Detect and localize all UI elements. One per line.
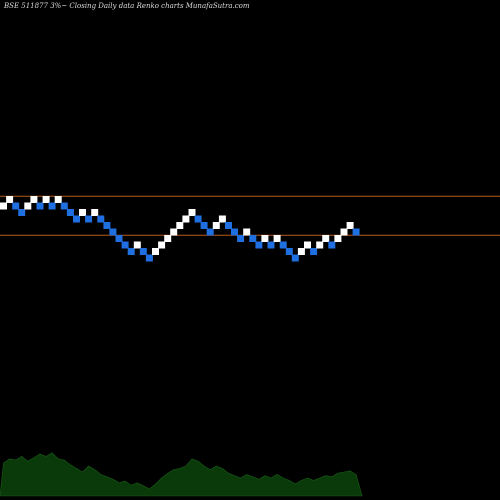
renko-brick-up [158, 241, 166, 249]
renko-brick-down [103, 222, 111, 229]
renko-brick-down [352, 228, 360, 236]
renko-brick-down [66, 209, 74, 216]
renko-brick-up [164, 235, 172, 242]
renko-brick-up [79, 209, 86, 216]
renko-brick-up [304, 241, 311, 249]
renko-brick-up [218, 215, 226, 223]
renko-brick-down [249, 235, 257, 242]
renko-brick-down [36, 202, 44, 210]
renko-brick-down [237, 235, 245, 242]
renko-brick-up [24, 202, 32, 210]
renko-brick-up [188, 209, 196, 216]
renko-brick-up [42, 196, 50, 203]
volume-panel [0, 452, 363, 497]
renko-brick-up [6, 196, 14, 203]
renko-brick-down [48, 202, 56, 210]
renko-brick-up [212, 222, 220, 229]
renko-brick-down [12, 202, 20, 210]
chart-title: BSE 511877 3%~ Closing Daily data Renko … [4, 2, 250, 10]
renko-brick-down [145, 254, 153, 262]
renko-brick-down [279, 241, 287, 249]
renko-brick-down [85, 215, 93, 223]
renko-brick-up [54, 196, 62, 203]
renko-brick-down [60, 202, 68, 210]
renko-brick-up [170, 228, 178, 236]
renko-brick-up [346, 222, 354, 229]
renko-brick-down [206, 228, 214, 236]
renko-brick-down [200, 222, 208, 229]
volume-area [0, 452, 363, 497]
renko-brick-down [310, 248, 318, 255]
renko-brick-up [261, 235, 269, 242]
renko-brick-down [127, 248, 135, 255]
renko-brick-up [182, 215, 190, 223]
renko-brick-down [194, 215, 202, 223]
renko-brick-up [176, 222, 184, 229]
renko-brick-up [243, 228, 251, 236]
renko-brick-down [109, 228, 117, 236]
renko-brick-down [225, 222, 232, 229]
renko-brick-down [115, 235, 123, 242]
renko-brick-down [139, 248, 147, 255]
renko-brick-up [322, 235, 330, 242]
renko-brick-down [285, 248, 293, 255]
renko-brick-up [297, 248, 305, 255]
renko-brick-up [340, 228, 348, 236]
renko-bricks [0, 196, 360, 262]
renko-brick-up [133, 241, 141, 249]
renko-brick-up [273, 235, 281, 242]
renko-brick-up [91, 209, 99, 216]
renko-brick-down [328, 241, 336, 249]
renko-brick-down [291, 254, 299, 262]
renko-brick-up [30, 196, 38, 203]
renko-brick-down [97, 215, 105, 223]
renko-brick-down [18, 209, 26, 216]
renko-brick-up [0, 202, 7, 210]
renko-brick-down [267, 241, 275, 249]
renko-brick-up [334, 235, 342, 242]
renko-brick-down [255, 241, 263, 249]
renko-brick-up [316, 241, 324, 249]
renko-brick-down [231, 228, 238, 236]
renko-brick-up [152, 248, 159, 255]
renko-brick-down [121, 241, 129, 249]
renko-brick-down [73, 215, 80, 223]
